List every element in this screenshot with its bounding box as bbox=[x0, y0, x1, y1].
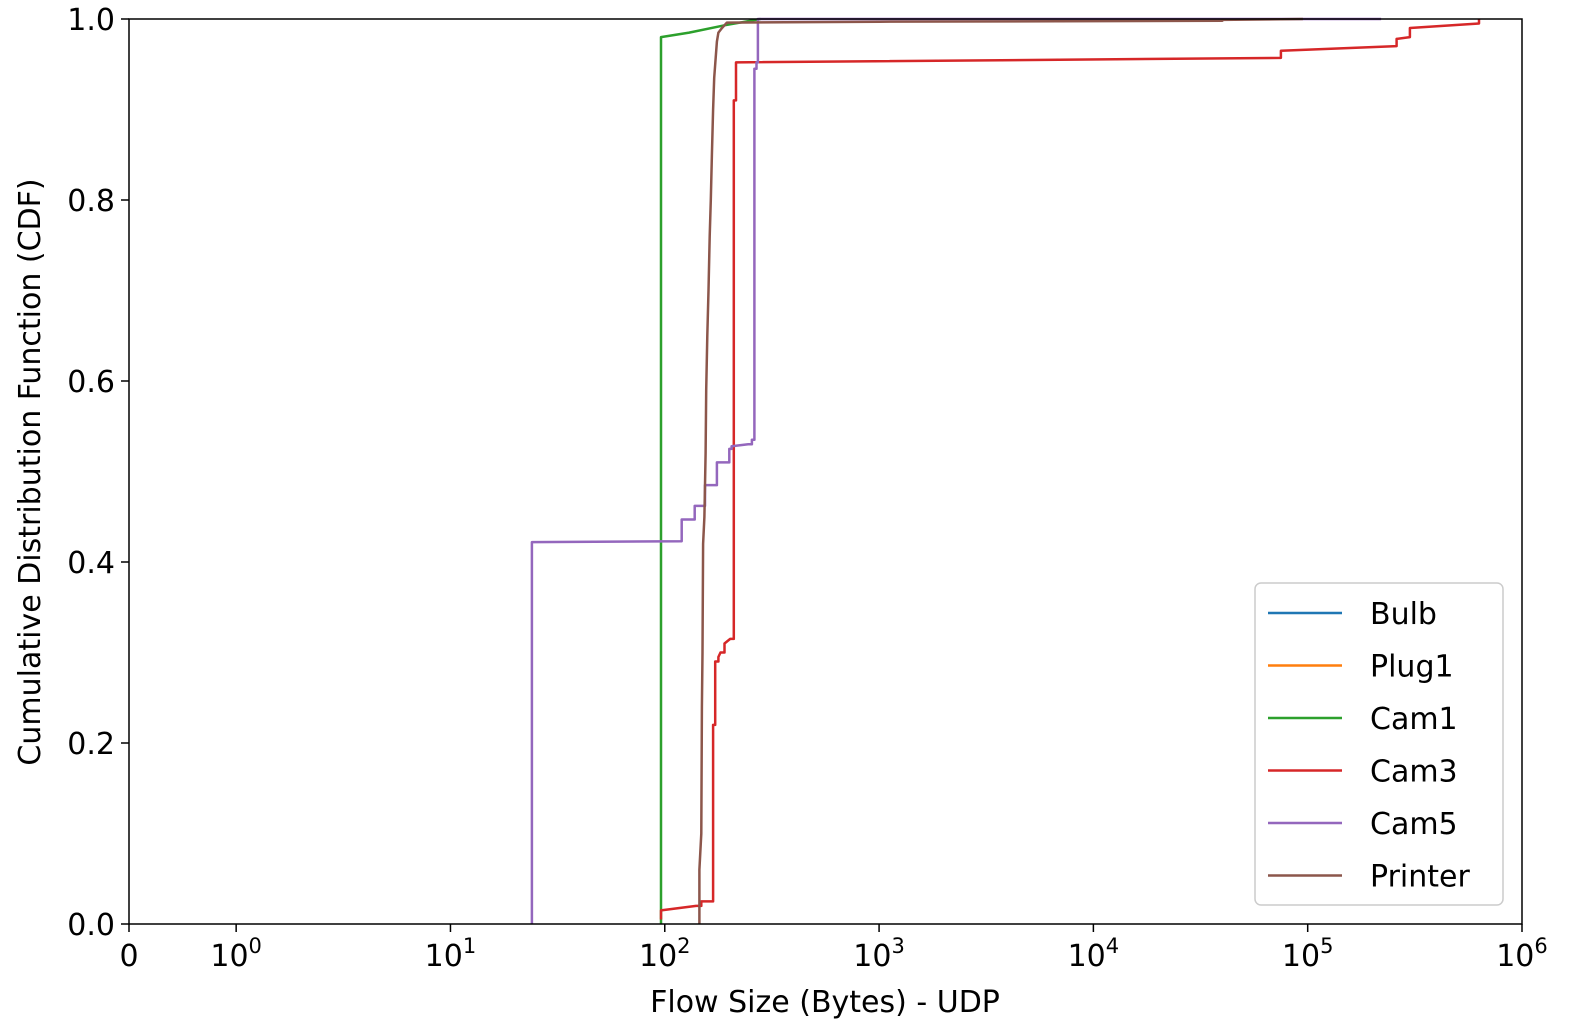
series-line-printer bbox=[698, 17, 1303, 924]
y-tick-label: 0.6 bbox=[67, 365, 115, 400]
legend-label-cam5: Cam5 bbox=[1370, 807, 1458, 842]
series-line-cam3 bbox=[659, 19, 1481, 920]
x-tick-label: 103 bbox=[853, 934, 905, 974]
x-tick-label: 105 bbox=[1282, 934, 1334, 974]
axes-frame bbox=[128, 18, 1523, 925]
y-tick-label: 0.2 bbox=[67, 727, 115, 762]
y-tick-label: 0.4 bbox=[67, 546, 115, 581]
y-tick-label: 1.0 bbox=[67, 3, 115, 38]
legend: Bulb Plug1 Cam1 Cam3 Cam5 Printer bbox=[1254, 582, 1504, 906]
legend-label-cam1: Cam1 bbox=[1370, 702, 1458, 737]
series-layer bbox=[530, 17, 1481, 924]
legend-items: Bulb Plug1 Cam1 Cam3 Cam5 Printer bbox=[1268, 597, 1470, 895]
x-tick-label: 104 bbox=[1068, 934, 1120, 974]
y-axis-title: Cumulative Distribution Function (CDF) bbox=[13, 178, 48, 765]
y-axis-ticks: 0.0 0.2 0.4 0.6 0.8 1.0 bbox=[67, 3, 129, 943]
legend-label-plug1: Plug1 bbox=[1370, 650, 1454, 685]
y-tick-label: 0.8 bbox=[67, 184, 115, 219]
legend-label-printer: Printer bbox=[1370, 860, 1470, 895]
x-tick-label: 102 bbox=[639, 934, 691, 974]
series-line-cam5 bbox=[530, 17, 1382, 924]
x-axis-title: Flow Size (Bytes) - UDP bbox=[650, 985, 1000, 1020]
x-axis-ticks: 0 100 101 102 103 104 105 106 bbox=[119, 924, 1548, 974]
legend-frame bbox=[1254, 582, 1504, 906]
x-tick-label: 101 bbox=[425, 934, 477, 974]
legend-label-bulb: Bulb bbox=[1370, 597, 1437, 632]
y-tick-label: 0.0 bbox=[67, 908, 115, 943]
legend-label-cam3: Cam3 bbox=[1370, 755, 1458, 790]
x-tick-label: 100 bbox=[210, 934, 262, 974]
x-tick-label: 0 bbox=[119, 939, 138, 974]
x-tick-label: 106 bbox=[1496, 934, 1548, 974]
